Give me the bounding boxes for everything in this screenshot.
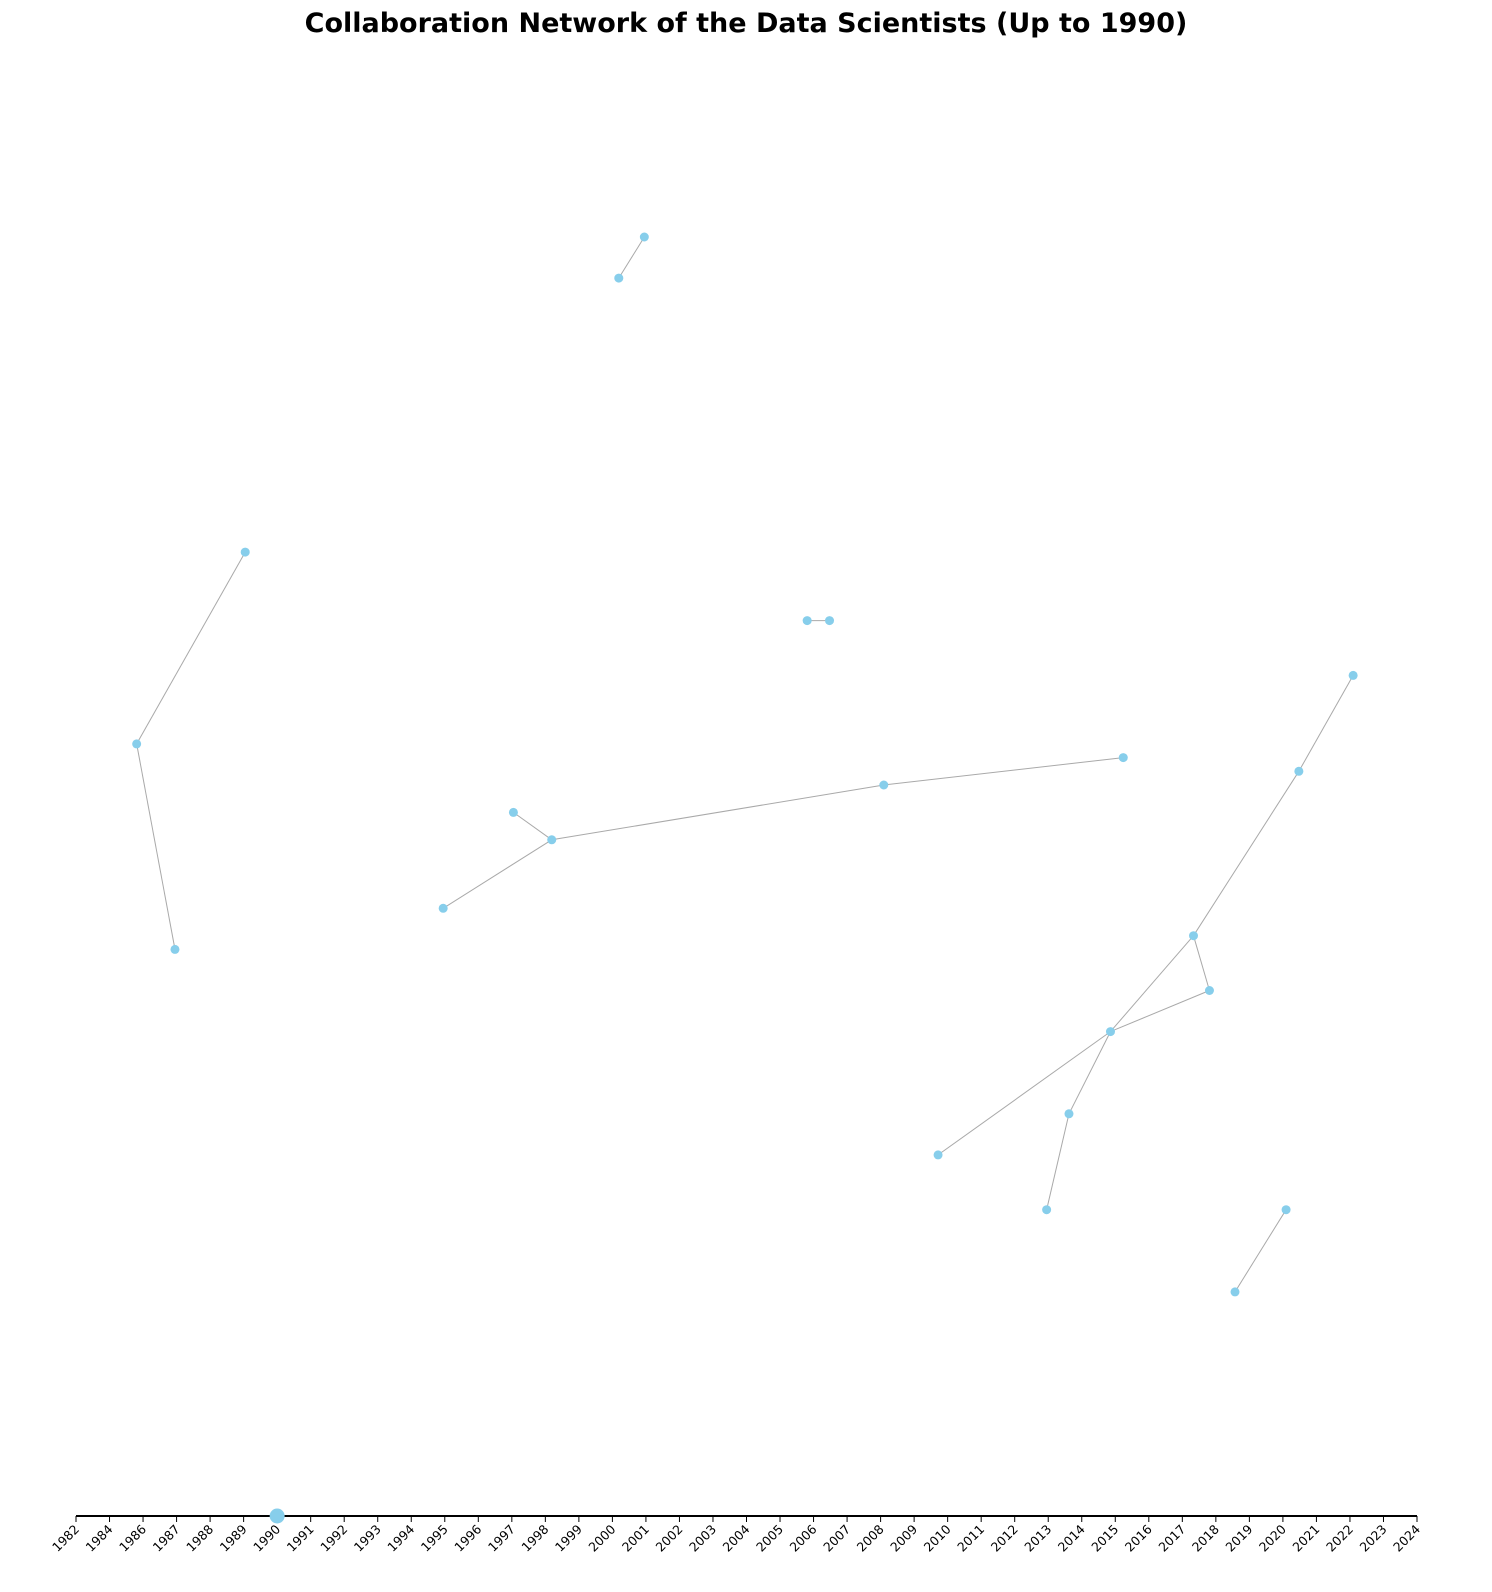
node-n16	[1204, 986, 1214, 995]
tick-label: 2017	[1155, 1522, 1188, 1555]
edge-n8-n9	[1298, 675, 1354, 772]
node-n2	[614, 273, 624, 283]
tick-label: 2012	[988, 1522, 1021, 1555]
node-n7	[825, 616, 835, 626]
tick-label: 2011	[954, 1522, 987, 1555]
tick-label: 1997	[485, 1522, 518, 1555]
node-n5	[170, 944, 180, 954]
node-n15	[1189, 931, 1198, 941]
node-n3	[240, 547, 250, 557]
node-n9	[1294, 766, 1304, 776]
tick-label: 1990	[250, 1521, 283, 1554]
edge-n4-n5	[136, 743, 176, 950]
node-n12	[508, 807, 518, 817]
edge-n10-n11	[883, 757, 1124, 786]
edge-n9-n15	[1193, 771, 1300, 936]
node-n6	[802, 616, 812, 626]
edge-n13-n14	[442, 839, 553, 909]
chart-title: Collaboration Network of the Data Scient…	[305, 8, 1188, 39]
tick-label: 2002	[652, 1522, 685, 1555]
node-n13	[547, 835, 557, 845]
edge-n11-n13	[551, 784, 884, 841]
current-year-marker[interactable]	[269, 1508, 285, 1524]
tick-label: 2024	[1390, 1521, 1423, 1554]
node-n4	[132, 739, 142, 749]
tick-label: 2010	[921, 1521, 954, 1554]
node-n22	[1230, 1287, 1240, 1297]
edge-n3-n4	[136, 551, 246, 745]
node-n14	[438, 903, 448, 913]
nodes-layer	[132, 232, 1358, 1297]
tick-label: 2014	[1055, 1521, 1088, 1554]
tick-label: 2008	[854, 1521, 887, 1554]
tick-label: 1994	[384, 1521, 417, 1554]
edge-n18-n20	[1046, 1113, 1070, 1210]
node-n8	[1348, 670, 1358, 680]
tick-label: 1991	[284, 1522, 317, 1555]
tick-label: 1993	[351, 1522, 384, 1555]
node-n18	[1064, 1109, 1074, 1119]
edge-n1-n2	[618, 236, 645, 279]
tick-label: 1987	[150, 1522, 183, 1555]
node-n11	[879, 780, 889, 790]
tick-label: 2009	[887, 1521, 920, 1554]
tick-label: 2018	[1189, 1521, 1222, 1554]
edge-n21-n22	[1234, 1209, 1287, 1293]
edge-n17-n18	[1068, 1031, 1111, 1115]
tick-label: 2023	[1356, 1522, 1389, 1555]
node-n1	[639, 232, 649, 242]
tick-label: 2019	[1222, 1521, 1255, 1554]
tick-label: 1986	[116, 1521, 149, 1554]
tick-label: 1996	[451, 1521, 484, 1554]
tick-label: 2000	[585, 1521, 618, 1554]
edge-n12-n13	[513, 811, 553, 841]
tick-label: 1988	[183, 1521, 216, 1554]
tick-label: 2016	[1122, 1521, 1155, 1554]
tick-label: 1998	[518, 1521, 551, 1554]
tick-label: 1989	[217, 1521, 250, 1554]
tick-label: 1992	[317, 1522, 350, 1555]
edges-layer	[136, 236, 1354, 1293]
edge-n15-n17	[1110, 935, 1194, 1032]
tick-label: 2006	[787, 1521, 820, 1554]
tick-label: 2020	[1256, 1521, 1289, 1554]
edge-n17-n19	[937, 1031, 1111, 1156]
tick-label: 2004	[720, 1521, 753, 1554]
timeline-axis: 1982 1984 1986 1987 1988 1989 1990 1991 1992 1993…	[49, 1508, 1423, 1555]
node-n19	[933, 1150, 943, 1160]
tick-label: 2005	[753, 1522, 786, 1555]
node-n10	[1118, 753, 1128, 763]
node-n17	[1105, 1027, 1115, 1037]
tick-label: 2007	[820, 1522, 853, 1555]
tick-label: 2013	[1021, 1522, 1054, 1555]
tick-label: 1982	[49, 1522, 82, 1555]
tick-label: 1999	[552, 1521, 585, 1554]
tick-label: 2015	[1088, 1522, 1121, 1555]
node-n20	[1042, 1205, 1052, 1215]
tick-label: 1995	[418, 1522, 451, 1555]
node-n21	[1281, 1205, 1291, 1215]
edge-n15-n16	[1193, 935, 1210, 991]
tick-label: 2022	[1323, 1522, 1356, 1555]
tick-label: 1984	[83, 1521, 116, 1554]
tick-label: 2003	[686, 1522, 719, 1555]
edge-n16-n17	[1110, 990, 1210, 1033]
tick-label: 2001	[619, 1522, 652, 1555]
tick-label: 2021	[1289, 1522, 1322, 1555]
